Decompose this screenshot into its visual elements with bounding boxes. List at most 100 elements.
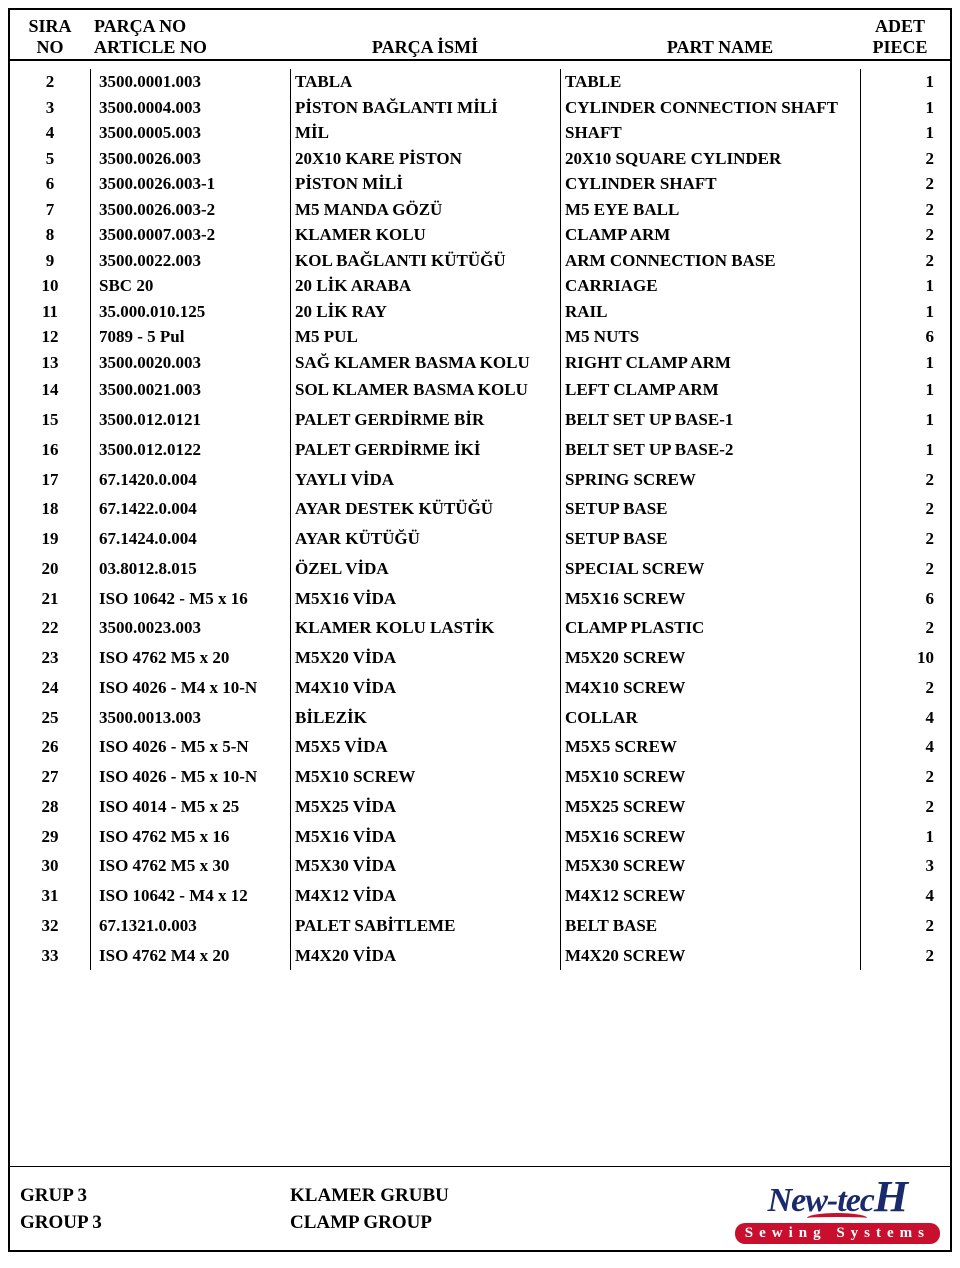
cell-parca-ismi: KOL BAĞLANTI KÜTÜĞÜ [290,248,560,274]
cell-adet: 1 [860,299,940,325]
cell-sira: 2 [10,69,90,95]
table-row: 53500.0026.00320X10 KARE PİSTON20X10 SQU… [10,146,950,172]
table-row: 133500.0020.003SAĞ KLAMER BASMA KOLURIGH… [10,350,950,376]
cell-parca-ismi: PİSTON MİLİ [290,171,560,197]
cell-parca-ismi: 20X10 KARE PİSTON [290,146,560,172]
cell-adet: 1 [860,350,940,376]
cell-part-name: CYLINDER SHAFT [560,171,860,197]
cell-parca-ismi: M5 PUL [290,324,560,350]
cell-part-name: M5X20 SCREW [560,643,860,673]
cell-parca-ismi: SOL KLAMER BASMA KOLU [290,375,560,405]
cell-part-name: LEFT CLAMP ARM [560,375,860,405]
cell-adet: 1 [860,273,940,299]
table-row: 33ISO 4762 M4 x 20M4X20 VİDAM4X20 SCREW2 [10,941,950,971]
cell-adet: 2 [860,494,940,524]
cell-part-name: M4X12 SCREW [560,881,860,911]
cell-parca-no: ISO 4762 M5 x 30 [90,851,290,881]
table-row: 21ISO 10642 - M5 x 16M5X16 VİDAM5X16 SCR… [10,584,950,614]
cell-parca-ismi: PALET SABİTLEME [290,911,560,941]
cell-sira: 13 [10,350,90,376]
cell-part-name: CARRIAGE [560,273,860,299]
cell-parca-no: 3500.0021.003 [90,375,290,405]
cell-parca-no: 3500.012.0122 [90,435,290,465]
cell-parca-no: 3500.0001.003 [90,69,290,95]
cell-sira: 25 [10,703,90,733]
cell-parca-ismi: AYAR DESTEK KÜTÜĞÜ [290,494,560,524]
cell-part-name: SHAFT [560,120,860,146]
header-sira: SIRA NO [10,16,90,57]
cell-part-name: M5X5 SCREW [560,732,860,762]
cell-parca-ismi: PALET GERDİRME BİR [290,405,560,435]
cell-part-name: M5X30 SCREW [560,851,860,881]
table-row: 143500.0021.003SOL KLAMER BASMA KOLULEFT… [10,375,950,405]
table-row: 1767.1420.0.004YAYLI VİDASPRING SCREW2 [10,465,950,495]
cell-parca-ismi: YAYLI VİDA [290,465,560,495]
cell-sira: 10 [10,273,90,299]
cell-part-name: 20X10 SQUARE CYLINDER [560,146,860,172]
cell-sira: 16 [10,435,90,465]
table-row: 93500.0022.003KOL BAĞLANTI KÜTÜĞÜARM CON… [10,248,950,274]
cell-adet: 1 [860,822,940,852]
table-row: 153500.012.0121PALET GERDİRME BİRBELT SE… [10,405,950,435]
cell-sira: 23 [10,643,90,673]
table-row: 2003.8012.8.015ÖZEL VİDASPECIAL SCREW2 [10,554,950,584]
cell-parca-no: 03.8012.8.015 [90,554,290,584]
cell-parca-no: 7089 - 5 Pul [90,324,290,350]
header-text: PARÇA NO [94,16,290,37]
cell-adet: 4 [860,732,940,762]
cell-parca-ismi: TABLA [290,69,560,95]
cell-parca-no: 67.1424.0.004 [90,524,290,554]
cell-sira: 6 [10,171,90,197]
cell-parca-ismi: M5X20 VİDA [290,643,560,673]
table-row: 163500.012.0122PALET GERDİRME İKİBELT SE… [10,435,950,465]
table-row: 27ISO 4026 - M5 x 10-NM5X10 SCREWM5X10 S… [10,762,950,792]
cell-adet: 4 [860,703,940,733]
cell-parca-no: 3500.0013.003 [90,703,290,733]
header-text [290,16,560,37]
cell-part-name: BELT BASE [560,911,860,941]
cell-adet: 4 [860,881,940,911]
cell-sira: 26 [10,732,90,762]
table-row: 28ISO 4014 - M5 x 25M5X25 VİDAM5X25 SCRE… [10,792,950,822]
cell-sira: 17 [10,465,90,495]
cell-sira: 7 [10,197,90,223]
cell-parca-no: 67.1422.0.004 [90,494,290,524]
header-part-name: PART NAME [560,16,860,57]
table-row: 223500.0023.003KLAMER KOLU LASTİKCLAMP P… [10,613,950,643]
cell-adet: 2 [860,222,940,248]
cell-part-name: SETUP BASE [560,524,860,554]
cell-parca-no: 3500.0026.003-2 [90,197,290,223]
cell-parca-no: 3500.0026.003-1 [90,171,290,197]
cell-sira: 20 [10,554,90,584]
cell-part-name: M5 NUTS [560,324,860,350]
cell-part-name: M5X10 SCREW [560,762,860,792]
footer-title-en: CLAMP GROUP [290,1210,630,1237]
cell-sira: 5 [10,146,90,172]
cell-sira: 28 [10,792,90,822]
header-adet: ADET PIECE [860,16,940,57]
cell-parca-ismi: M4X10 VİDA [290,673,560,703]
table-row: 43500.0005.003MİLSHAFT1 [10,120,950,146]
table-row: 31ISO 10642 - M4 x 12M4X12 VİDAM4X12 SCR… [10,881,950,911]
cell-adet: 1 [860,375,940,405]
cell-adet: 1 [860,435,940,465]
cell-parca-no: 67.1420.0.004 [90,465,290,495]
cell-sira: 29 [10,822,90,852]
cell-sira: 33 [10,941,90,971]
cell-adet: 2 [860,465,940,495]
table-row: 23500.0001.003TABLATABLE1 [10,69,950,95]
cell-sira: 15 [10,405,90,435]
cell-adet: 2 [860,554,940,584]
cell-parca-ismi: M5X16 VİDA [290,822,560,852]
cell-parca-ismi: KLAMER KOLU [290,222,560,248]
table-row: 33500.0004.003PİSTON BAĞLANTI MİLİCYLIND… [10,95,950,121]
cell-adet: 3 [860,851,940,881]
footer-group-tr: GRUP 3 [20,1183,290,1210]
cell-parca-no: 3500.0005.003 [90,120,290,146]
table-row: 1135.000.010.12520 LİK RAYRAIL1 [10,299,950,325]
table-row: 12 7089 - 5 PulM5 PULM5 NUTS6 [10,324,950,350]
cell-parca-no: ISO 4014 - M5 x 25 [90,792,290,822]
cell-parca-ismi: BİLEZİK [290,703,560,733]
table-row: 10SBC 2020 LİK ARABACARRIAGE1 [10,273,950,299]
cell-adet: 1 [860,120,940,146]
